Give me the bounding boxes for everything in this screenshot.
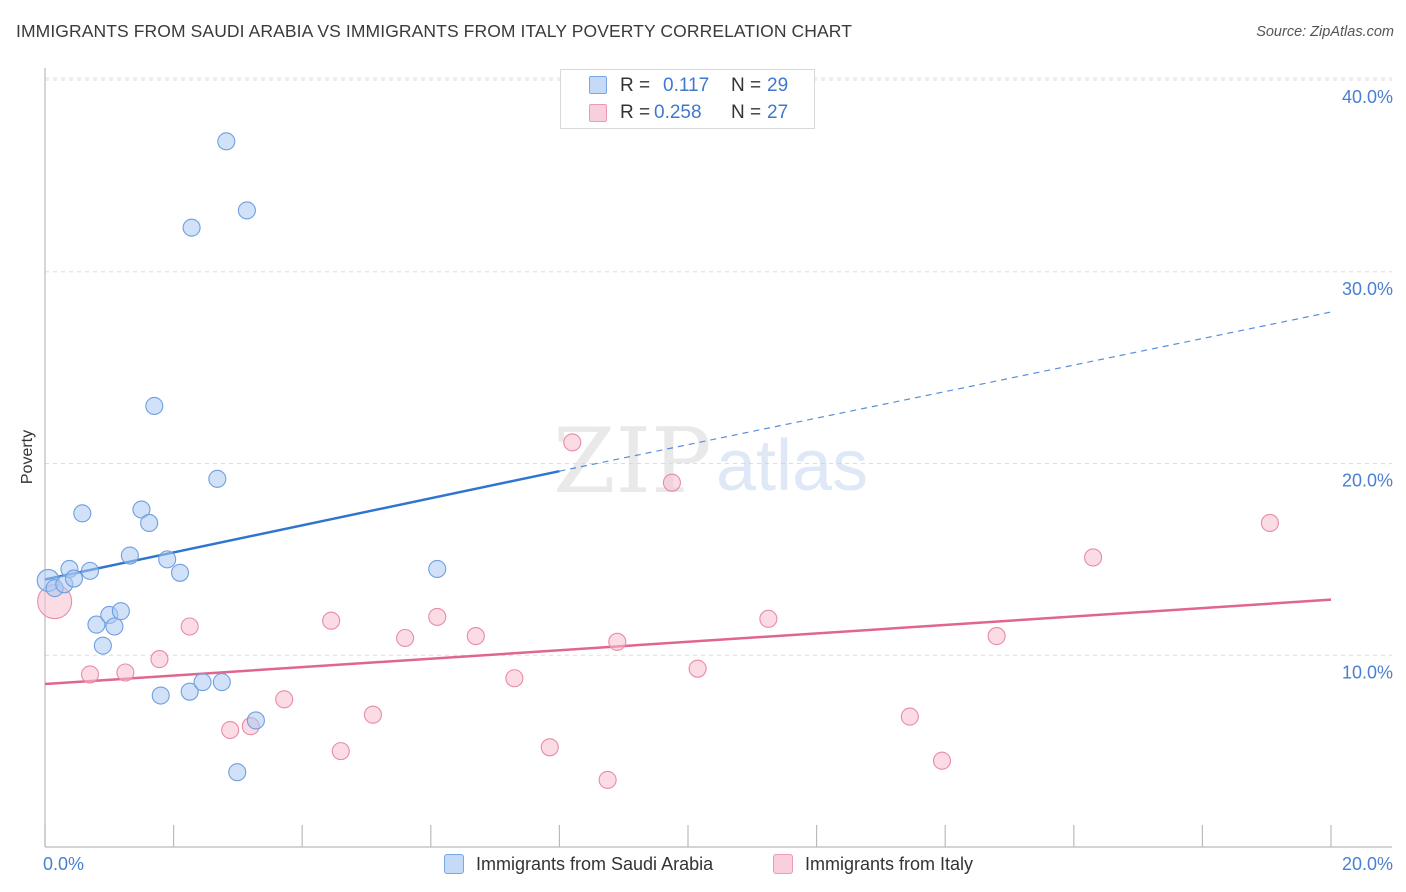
legend-n-value-saudi: 29 [767, 75, 789, 96]
legend-r-label-italy: R = [620, 102, 651, 123]
bottom-legend-label-italy: Immigrants from Italy [805, 853, 974, 874]
y-tick-label: 30.0% [1342, 279, 1393, 299]
point-italy[interactable] [932, 751, 952, 770]
point-saudi[interactable] [228, 763, 247, 782]
legend-n-label-saudi: N = [731, 75, 762, 96]
x-tick-label: 0.0% [43, 854, 84, 874]
axis-layer [44, 68, 1392, 848]
point-saudi[interactable] [87, 615, 106, 634]
trendline-italy [44, 598, 1332, 686]
point-saudi[interactable] [132, 500, 151, 519]
point-italy[interactable] [396, 628, 415, 648]
y-tick-label: 20.0% [1342, 471, 1393, 491]
point-saudi[interactable] [170, 563, 190, 582]
point-italy[interactable] [150, 650, 169, 669]
point-saudi[interactable] [212, 673, 231, 692]
point-saudi[interactable] [428, 559, 447, 579]
legend-r-value-italy: 0.258 [654, 102, 702, 123]
point-saudi[interactable] [145, 396, 164, 416]
point-italy[interactable] [688, 659, 707, 678]
point-italy[interactable] [759, 609, 778, 628]
point-italy[interactable] [221, 720, 240, 740]
legend-n-value-italy: 27 [767, 102, 789, 123]
point-saudi[interactable] [180, 682, 199, 701]
point-saudi[interactable] [120, 546, 139, 565]
chart-title: IMMIGRANTS FROM SAUDI ARABIA VS IMMIGRAN… [16, 21, 853, 41]
point-italy[interactable] [80, 665, 100, 684]
point-saudi[interactable] [246, 711, 265, 730]
point-italy[interactable] [900, 707, 919, 726]
source-label: Source: ZipAtlas.com [1256, 24, 1394, 40]
y-tick-label: 40.0% [1342, 87, 1393, 107]
x-tick-label: 20.0% [1342, 854, 1393, 874]
point-italy[interactable] [1260, 513, 1279, 532]
point-italy[interactable] [987, 627, 1006, 646]
bottom-legend-swatch-italy [773, 854, 793, 874]
point-saudi[interactable] [73, 504, 92, 523]
point-italy[interactable] [363, 705, 382, 724]
legend-swatch-italy [589, 104, 607, 122]
point-saudi[interactable] [80, 561, 100, 580]
point-saudi[interactable] [158, 550, 177, 569]
legend-r-value-saudi: 0.117 [663, 75, 710, 96]
point-saudi[interactable] [64, 569, 83, 588]
label-layer: 10.0% 20.0% 30.0% 40.0% 0.0% 20.0% [43, 87, 1393, 874]
watermark-zip: ZIP [553, 409, 712, 514]
point-italy[interactable] [1084, 548, 1103, 567]
point-saudi[interactable] [151, 686, 170, 705]
point-italy[interactable] [563, 433, 582, 452]
point-saudi[interactable] [93, 636, 112, 655]
point-italy[interactable] [540, 738, 559, 757]
point-layer [36, 132, 1279, 789]
trendline-saudi [44, 469, 560, 581]
point-saudi[interactable] [193, 673, 212, 692]
point-saudi[interactable] [140, 513, 159, 532]
point-saudi[interactable] [237, 201, 256, 220]
bottom-legend-italy[interactable]: Immigrants from Italy [773, 852, 973, 876]
bottom-legend-saudi[interactable]: Immigrants from Saudi Arabia [444, 852, 713, 876]
point-italy[interactable] [466, 627, 485, 646]
point-italy[interactable] [598, 770, 617, 789]
point-italy[interactable] [116, 663, 135, 682]
point-italy[interactable] [275, 690, 294, 709]
point-italy[interactable] [662, 473, 681, 492]
point-saudi[interactable] [217, 132, 236, 151]
point-saudi[interactable] [105, 617, 124, 636]
point-italy[interactable] [428, 607, 447, 626]
point-saudi[interactable] [111, 602, 130, 621]
legend-swatch-saudi [589, 76, 607, 94]
legend-r-label-saudi: R = [620, 75, 651, 96]
bottom-legend-swatch-saudi [444, 854, 464, 874]
watermark-atlas: atlas [716, 426, 868, 506]
watermark: ZIP atlas [553, 409, 868, 514]
point-saudi[interactable] [208, 469, 227, 488]
point-saudi[interactable] [182, 218, 201, 237]
point-italy[interactable] [331, 742, 350, 761]
point-italy[interactable] [322, 611, 341, 630]
stats-legend: R = 0.117 N = 29 R = 0.258 N = 27 [560, 69, 815, 129]
point-italy[interactable] [180, 617, 199, 636]
legend-n-label-italy: N = [731, 102, 762, 123]
point-italy[interactable] [608, 632, 627, 651]
bottom-legend-label-saudi: Immigrants from Saudi Arabia [476, 853, 714, 874]
grid-layer [45, 77, 1392, 656]
point-italy[interactable] [505, 669, 524, 688]
y-tick-label: 10.0% [1342, 662, 1393, 682]
